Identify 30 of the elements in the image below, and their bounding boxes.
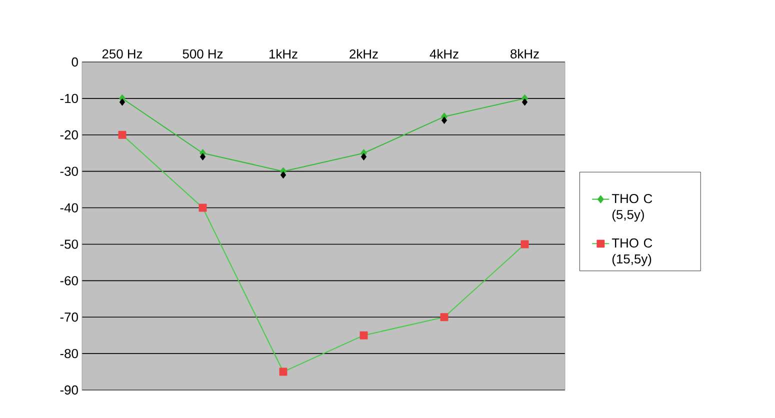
point [522, 98, 528, 106]
x-tick-label: 2kHz [350, 49, 378, 58]
point [441, 116, 448, 124]
point [118, 130, 126, 139]
x-tick-label: 250 Hz [102, 49, 142, 58]
x-tick-label: 500 Hz [182, 49, 223, 58]
point [360, 331, 368, 340]
y-tick-label: -10 [60, 94, 78, 104]
y-tick-label: 0 [72, 57, 78, 67]
y-tick-label: -90 [60, 385, 78, 395]
point [119, 98, 126, 106]
point [200, 153, 206, 160]
y-tick-label: -30 [60, 166, 78, 176]
point [440, 313, 448, 322]
point [280, 171, 286, 179]
legend-label: THO C (15,5y) [612, 238, 652, 266]
y-tick-label: -40 [60, 203, 78, 212]
legend-label: THO C (5,5y) [612, 194, 652, 222]
y-tick-label: -70 [60, 312, 78, 322]
x-tick-label: 4kHz [430, 49, 458, 58]
y-tick-label: -50 [60, 240, 78, 249]
x-tick-label: 1kHz [269, 49, 298, 58]
y-tick-label: -80 [60, 348, 78, 358]
point [520, 240, 529, 248]
point [360, 153, 367, 160]
point [198, 204, 207, 212]
point [279, 368, 288, 376]
x-tick-label: 8kHz [510, 48, 539, 58]
y-tick-label: -60 [60, 276, 78, 286]
y-tick-label: -20 [60, 130, 78, 140]
